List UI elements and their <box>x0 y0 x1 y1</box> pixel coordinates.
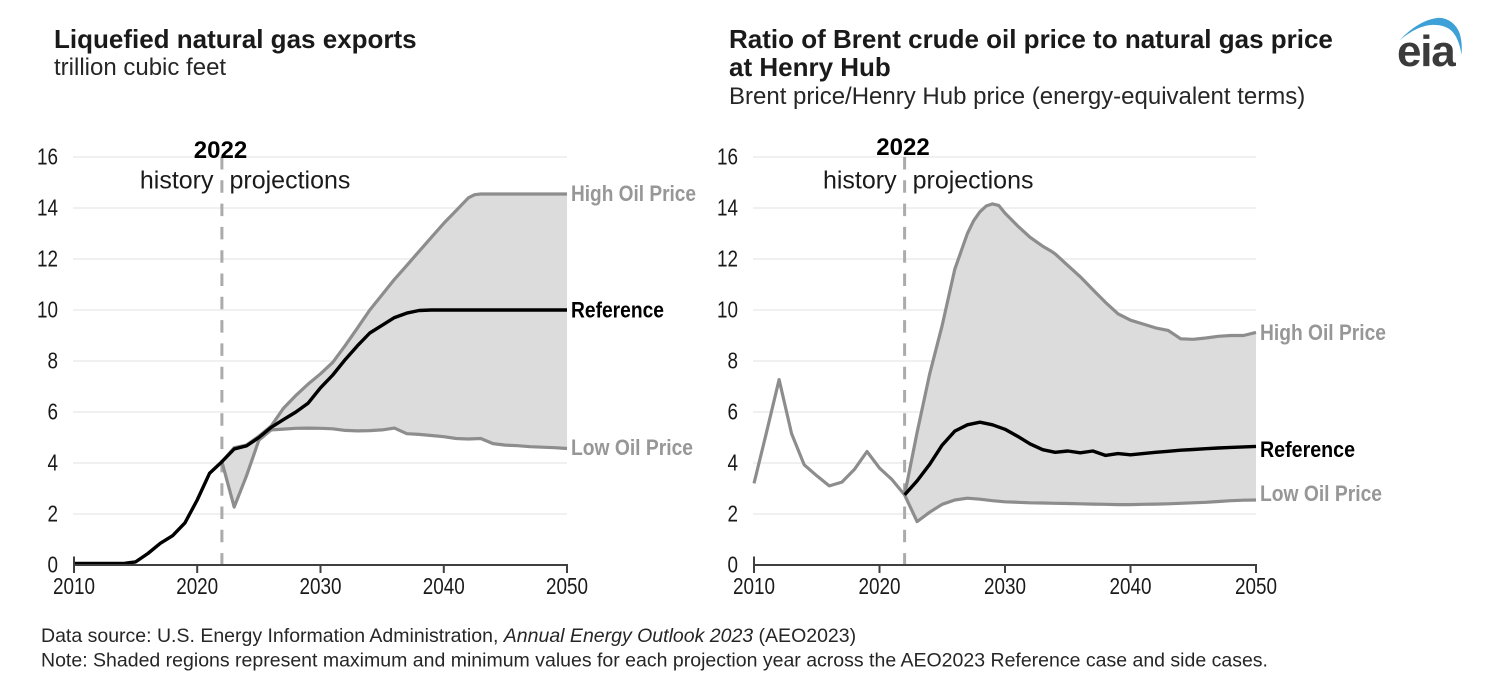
svg-text:2040: 2040 <box>423 573 465 599</box>
svg-text:eia: eia <box>1397 27 1456 76</box>
svg-text:0: 0 <box>48 552 59 578</box>
svg-text:High Oil Price: High Oil Price <box>571 181 696 206</box>
svg-text:history: history <box>823 167 897 195</box>
svg-text:2050: 2050 <box>1235 573 1277 599</box>
svg-text:0: 0 <box>728 552 739 578</box>
svg-text:Note: Shaded regions represent: Note: Shaded regions represent maximum a… <box>41 650 1268 672</box>
svg-text:Brent price/Henry Hub price (e: Brent price/Henry Hub price (energy-equi… <box>729 83 1305 110</box>
svg-text:trillion cubic feet: trillion cubic feet <box>54 54 226 81</box>
svg-text:2: 2 <box>48 501 59 527</box>
svg-text:projections: projections <box>913 167 1034 195</box>
svg-text:Reference: Reference <box>571 298 664 323</box>
svg-text:history: history <box>140 167 214 195</box>
svg-text:2050: 2050 <box>546 573 588 599</box>
svg-text:8: 8 <box>48 348 59 374</box>
svg-text:Reference: Reference <box>1260 437 1355 462</box>
svg-text:14: 14 <box>37 195 58 221</box>
svg-text:10: 10 <box>717 297 738 323</box>
svg-text:Liquefied natural gas exports: Liquefied natural gas exports <box>54 24 417 54</box>
svg-text:6: 6 <box>48 399 59 425</box>
svg-text:4: 4 <box>728 450 739 476</box>
svg-text:6: 6 <box>728 399 739 425</box>
svg-text:10: 10 <box>37 297 58 323</box>
svg-text:2030: 2030 <box>984 573 1026 599</box>
svg-text:Low Oil Price: Low Oil Price <box>1260 481 1382 506</box>
svg-text:2022: 2022 <box>876 134 929 161</box>
svg-text:8: 8 <box>728 348 739 374</box>
svg-text:2: 2 <box>728 501 739 527</box>
svg-text:16: 16 <box>717 144 738 170</box>
svg-text:Ratio of Brent crude oil price: Ratio of Brent crude oil price to natura… <box>729 24 1333 54</box>
svg-text:14: 14 <box>717 195 738 221</box>
svg-text:Data source: U.S. Energy Infor: Data source: U.S. Energy Information Adm… <box>41 625 856 647</box>
svg-text:2010: 2010 <box>53 573 95 599</box>
svg-text:2020: 2020 <box>176 573 218 599</box>
svg-text:2040: 2040 <box>1110 573 1152 599</box>
svg-text:2010: 2010 <box>733 573 775 599</box>
svg-text:16: 16 <box>37 144 58 170</box>
svg-text:2022: 2022 <box>194 137 247 164</box>
svg-text:4: 4 <box>48 450 59 476</box>
svg-text:at Henry Hub: at Henry Hub <box>729 52 891 82</box>
svg-text:Low Oil Price: Low Oil Price <box>571 435 693 460</box>
svg-text:2020: 2020 <box>859 573 901 599</box>
svg-text:12: 12 <box>717 246 738 272</box>
svg-text:2030: 2030 <box>300 573 342 599</box>
svg-text:High Oil Price: High Oil Price <box>1260 320 1386 345</box>
svg-text:projections: projections <box>230 167 351 195</box>
svg-text:12: 12 <box>37 246 58 272</box>
